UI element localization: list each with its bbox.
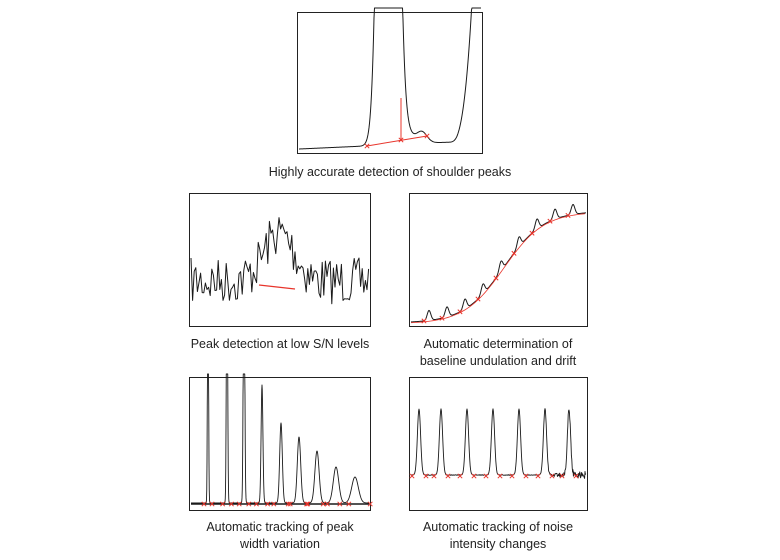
peak-start-marker <box>565 212 571 218</box>
noisy-trace <box>190 217 370 305</box>
peak-start-marker <box>511 250 517 256</box>
width-trace <box>190 373 370 504</box>
caption-baseline-drift: Automatic determination of baseline undu… <box>378 336 618 370</box>
baseline-drift-chromatogram <box>409 193 588 327</box>
peak-end-marker <box>445 473 451 479</box>
baseline-segment <box>258 284 296 290</box>
caption-line: Peak detection at low S/N levels <box>190 337 370 351</box>
peak-start-marker <box>457 473 463 479</box>
peak-start-marker <box>236 501 242 507</box>
peak-end-marker <box>573 473 579 479</box>
peak-end-marker <box>228 501 234 507</box>
caption-line: Automatic tracking of noise <box>422 520 574 534</box>
peak-start-marker <box>457 309 463 315</box>
shoulder-split-marker <box>398 137 404 143</box>
panel-frame <box>189 193 371 327</box>
peak-end-marker <box>471 473 477 479</box>
peak-end-marker <box>209 501 215 507</box>
caption-shoulder-peaks: Highly accurate detection of shoulder pe… <box>240 164 540 181</box>
shoulder-peak-chromatogram <box>297 7 483 154</box>
caption-line: width variation <box>240 537 320 551</box>
peak-start-marker <box>337 501 343 507</box>
peak-start-marker <box>529 230 535 236</box>
caption-line: intensity changes <box>449 537 547 551</box>
panel-frame <box>409 193 588 327</box>
panel-frame <box>409 377 588 511</box>
caption-low-sn: Peak detection at low S/N levels <box>160 336 400 353</box>
peak-start-marker <box>483 473 489 479</box>
peak-start-marker <box>364 143 370 149</box>
noise-trace <box>410 408 587 479</box>
caption-line: baseline undulation and drift <box>419 354 577 368</box>
panel-baseline-drift <box>409 193 588 327</box>
panel-shoulder-peaks <box>297 7 483 154</box>
peak-start-marker <box>421 318 427 324</box>
peak-start-marker <box>493 275 499 281</box>
peak-start-marker <box>409 473 415 479</box>
peak-end-marker <box>497 473 503 479</box>
peak-end-marker <box>305 501 311 507</box>
peak-end-marker <box>549 473 555 479</box>
panel-frame <box>189 377 371 511</box>
peak-start-marker <box>287 501 293 507</box>
panel-width-variation <box>189 373 373 511</box>
peak-start-marker <box>509 473 515 479</box>
noise-intensity-chromatogram <box>409 377 588 511</box>
peak-start-marker <box>439 315 445 321</box>
drift-trace <box>410 203 587 323</box>
peak-end-marker <box>367 501 373 507</box>
caption-line: Automatic tracking of peak <box>206 520 354 534</box>
peak-end-marker <box>424 133 430 139</box>
caption-line: Highly accurate detection of shoulder pe… <box>268 165 512 179</box>
detected-baseline <box>410 213 586 324</box>
peak-end-marker <box>246 501 252 507</box>
peak-start-marker <box>201 501 207 507</box>
peak-end-marker <box>423 473 429 479</box>
caption-width-variation: Automatic tracking of peak width variati… <box>160 519 400 553</box>
peak-start-marker <box>559 473 565 479</box>
peak-end-marker <box>265 501 271 507</box>
peak-start-marker <box>535 473 541 479</box>
peak-start-marker <box>547 218 553 224</box>
peak-end-marker <box>346 501 352 507</box>
peak-start-marker <box>253 501 259 507</box>
width-variation-chromatogram <box>189 373 373 511</box>
peak-start-marker <box>475 296 481 302</box>
peak-end-marker <box>324 501 330 507</box>
shoulder-trace <box>298 7 481 150</box>
peak-end-marker <box>285 501 291 507</box>
caption-line: Automatic determination of <box>423 337 573 351</box>
caption-noise-intensity: Automatic tracking of noise intensity ch… <box>378 519 618 553</box>
peak-start-marker <box>271 501 277 507</box>
peak-start-marker <box>220 501 226 507</box>
peak-start-marker <box>431 473 437 479</box>
low-sn-chromatogram <box>189 193 371 327</box>
baseline-segment <box>366 135 428 147</box>
peak-end-marker <box>523 473 529 479</box>
panel-low-sn <box>189 193 371 327</box>
panel-frame <box>297 12 483 154</box>
peak-start-marker <box>320 501 326 507</box>
panel-noise-intensity <box>409 377 588 511</box>
peak-start-marker <box>304 501 310 507</box>
